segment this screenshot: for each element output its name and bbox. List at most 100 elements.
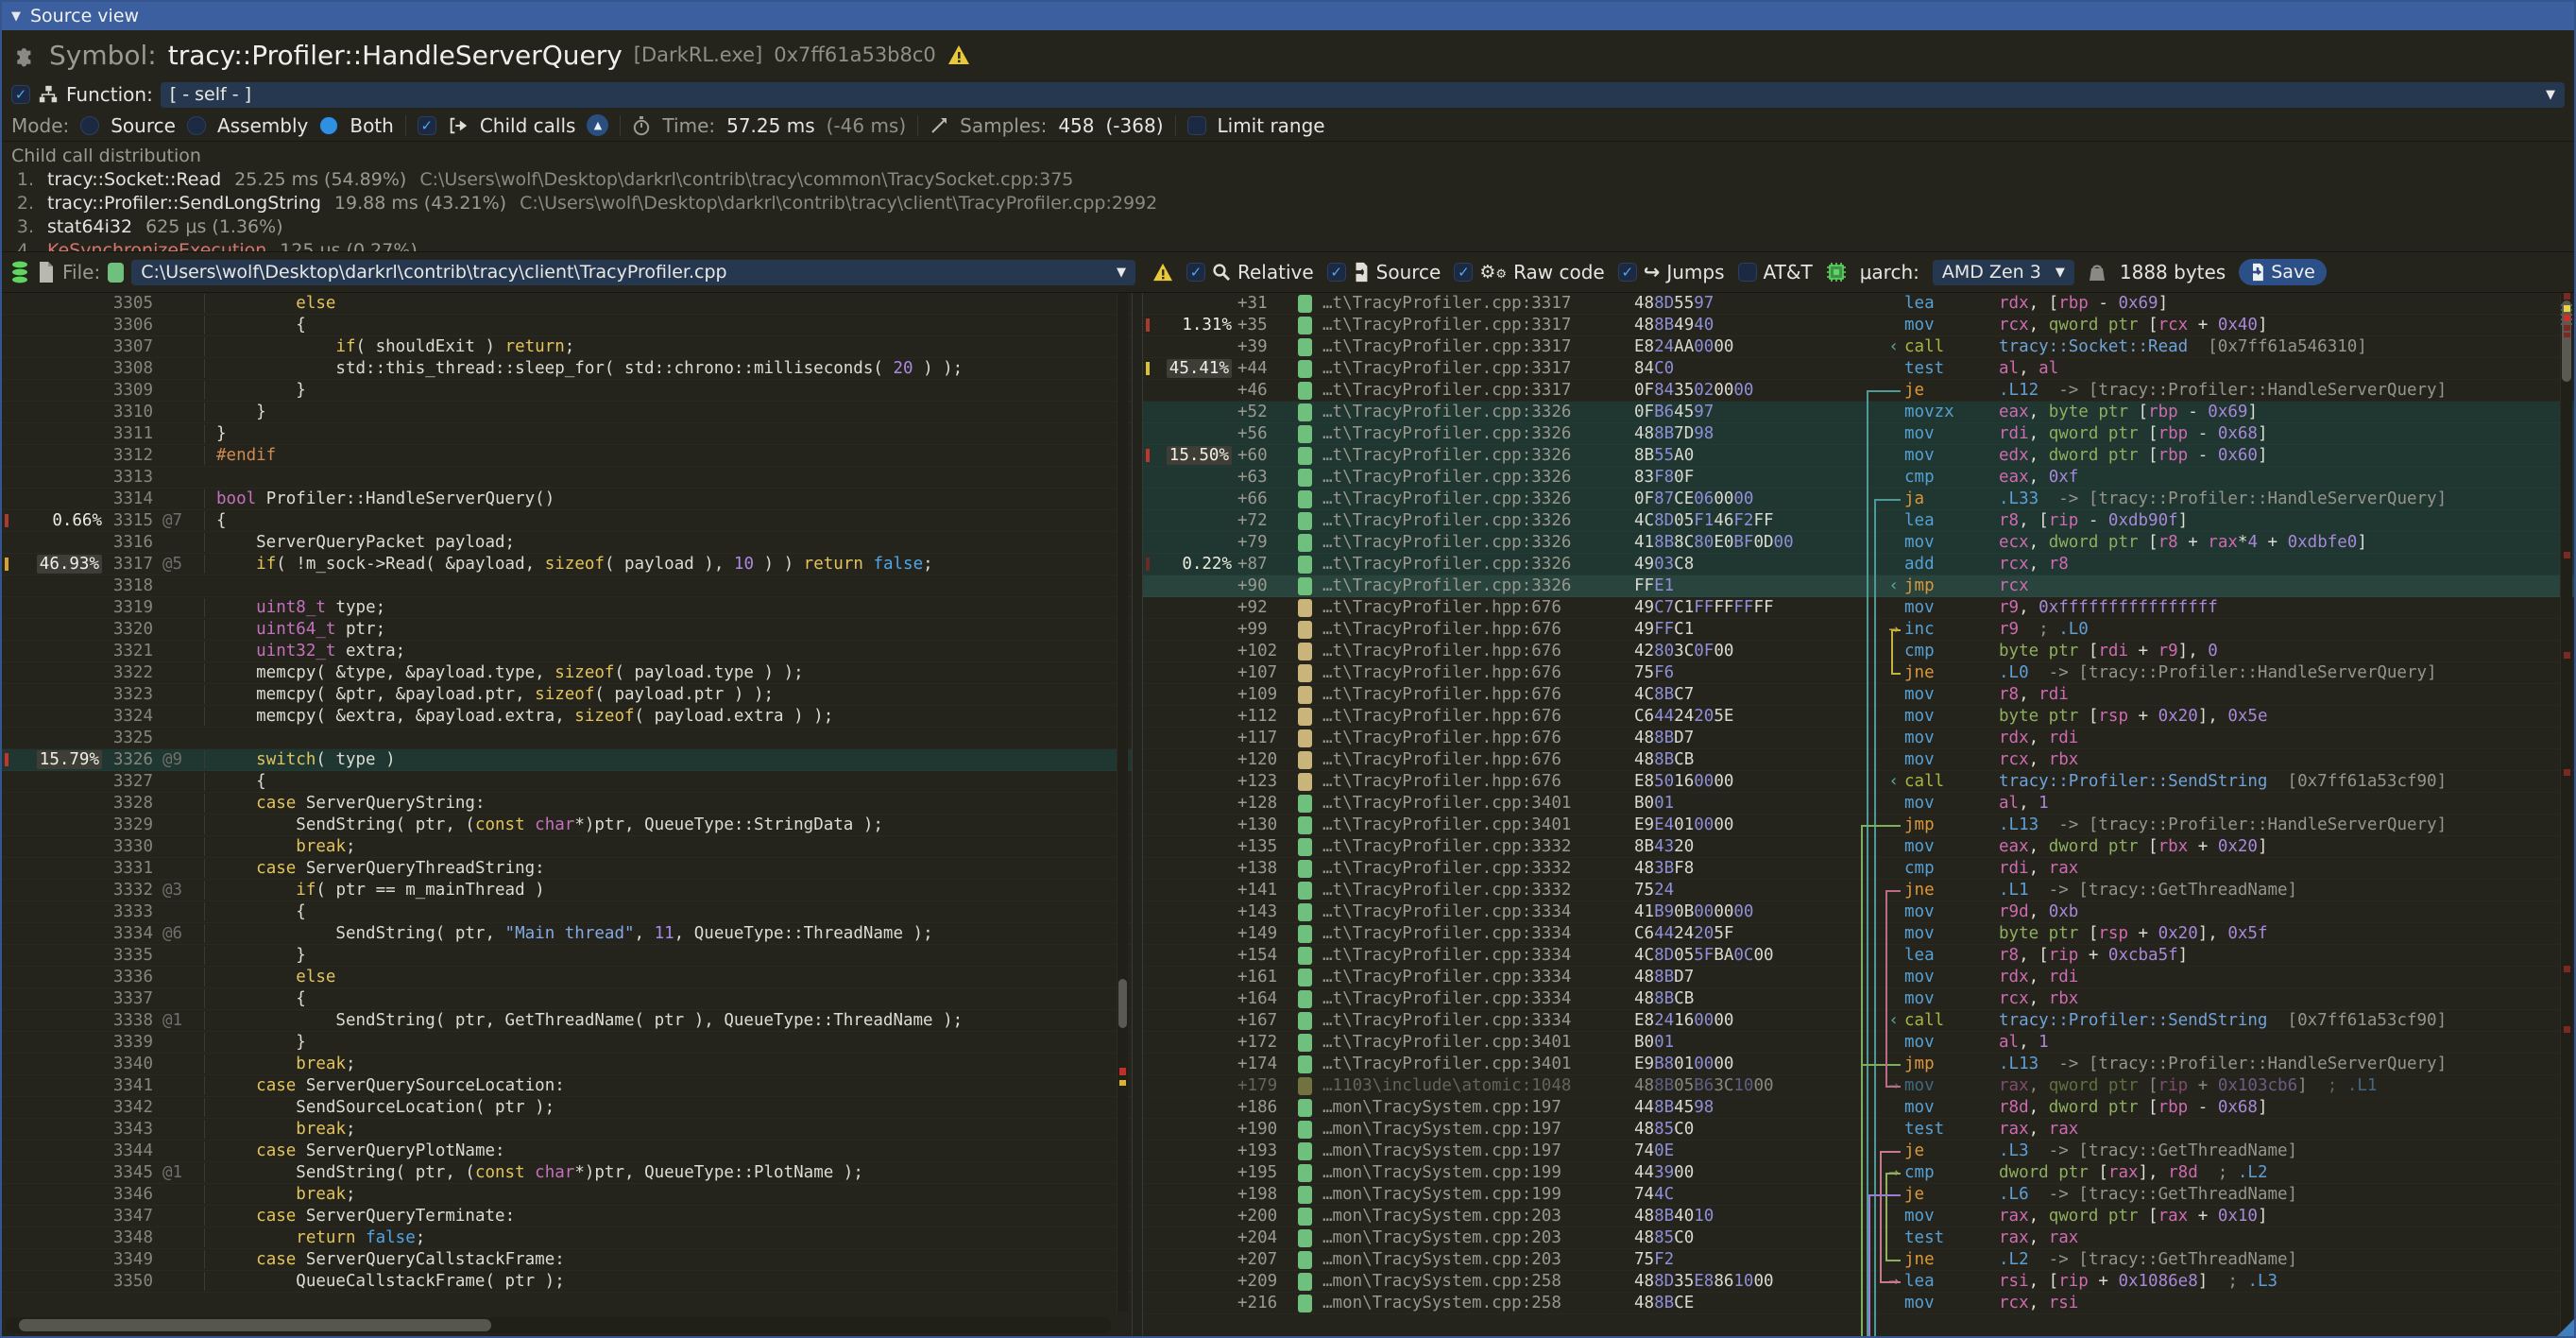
source-line-row[interactable]: 3313 [2, 467, 1132, 489]
asm-row[interactable]: +109 …t\TracyProfiler.hpp:676 4C8BC7 mov r8,… [1143, 684, 2574, 706]
relative-checkbox[interactable]: ✓ [1186, 263, 1205, 282]
source-line-row[interactable]: 3333 { [2, 901, 1132, 923]
resize-grip[interactable] [2557, 1319, 2574, 1336]
asm-row[interactable]: +56 …t\TracyProfiler.cpp:3326 488B7D98 mov r… [1143, 423, 2574, 445]
source-line-row[interactable]: 3316 ServerQueryPacket payload; [2, 532, 1132, 554]
asm-row[interactable]: 15.50% +60 …t\TracyProfiler.cpp:3326 8B55A0… [1143, 445, 2574, 467]
source-line-row[interactable]: 3349 case ServerQueryCallstackFrame: [2, 1249, 1132, 1271]
mode-radio-assembly[interactable] [186, 115, 206, 135]
source-line-row[interactable]: 3327 { [2, 771, 1132, 793]
asm-row[interactable]: +204 …mon\TracySystem.cpp:203 4885C0 test ra… [1143, 1227, 2574, 1249]
source-line-row[interactable]: 3340 break; [2, 1054, 1132, 1075]
asm-row[interactable]: +102 …t\TracyProfiler.hpp:676 42803C0F00 cm… [1143, 641, 2574, 662]
asm-row[interactable]: +186 …mon\TracySystem.cpp:197 448B4598 mov r… [1143, 1097, 2574, 1119]
child-call-entry[interactable]: 3. stat64i32 625 μs (1.36%) [16, 216, 283, 237]
asm-row[interactable]: +90 …t\TracyProfiler.cpp:3326 FFE1 ‹ jmp rcx [1143, 575, 2574, 597]
asm-row[interactable]: +172 …t\TracyProfiler.cpp:3401 B001 mov al, … [1143, 1032, 2574, 1054]
source-line-row[interactable]: 3320 uint64_t ptr; [2, 619, 1132, 641]
asm-row[interactable]: +154 …t\TracyProfiler.cpp:3334 4C8D055FBA0… [1143, 945, 2574, 967]
asm-row[interactable]: +193 …mon\TracySystem.cpp:197 740E je .L3 ->… [1143, 1141, 2574, 1162]
source-line-row[interactable]: 3322 memcpy( &type, &payload.type, sizeo… [2, 662, 1132, 684]
asm-row[interactable]: +135 …t\TracyProfiler.cpp:3332 8B4320 mov ea… [1143, 836, 2574, 858]
source-line-row[interactable]: 3345 @1 SendString( ptr, (const char*)ptr… [2, 1162, 1132, 1184]
asm-row[interactable]: +63 …t\TracyProfiler.cpp:3326 83F80F cmp eax… [1143, 467, 2574, 489]
source-line-row[interactable]: 3325 [2, 728, 1132, 749]
asm-row[interactable]: +130 …t\TracyProfiler.cpp:3401 E9E4010000 j… [1143, 815, 2574, 836]
asm-row[interactable]: +167 …t\TracyProfiler.cpp:3334 E824160000 ‹… [1143, 1010, 2574, 1032]
asm-row[interactable]: +92 …t\TracyProfiler.hpp:676 49C7C1FFFFFFF… [1143, 597, 2574, 619]
function-select[interactable]: [ - self - ] ▼ [160, 81, 2565, 108]
asm-row[interactable]: +107 …t\TracyProfiler.hpp:676 75F6 jne .L0 -… [1143, 662, 2574, 684]
asm-row[interactable]: +39 …t\TracyProfiler.cpp:3317 E824AA0000 ‹ c… [1143, 336, 2574, 358]
source-line-row[interactable]: 3330 break; [2, 836, 1132, 858]
asm-row[interactable]: +195 …mon\TracySystem.cpp:199 443900 → cmp dw… [1143, 1162, 2574, 1184]
source-line-row[interactable]: 3310 } [2, 402, 1132, 423]
asm-row[interactable]: +79 …t\TracyProfiler.cpp:3326 418B8C80E0BF… [1143, 532, 2574, 554]
asm-row[interactable]: +52 …t\TracyProfiler.cpp:3326 0FB64597 movz… [1143, 402, 2574, 423]
source-line-row[interactable]: 3311} [2, 423, 1132, 445]
source-line-row[interactable]: 15.79% 3326 @9 switch( type ) [2, 749, 1132, 771]
source-line-row[interactable]: 3346 break; [2, 1184, 1132, 1206]
source-line-row[interactable]: 3324 memcpy( &extra, &payload.extra, siz… [2, 706, 1132, 728]
source-line-row[interactable]: 3347 case ServerQueryTerminate: [2, 1206, 1132, 1227]
assembly-pane[interactable]: +31 …t\TracyProfiler.cpp:3317 488D5597 lea r… [1143, 293, 2574, 1336]
source-line-row[interactable]: 3342 SendSourceLocation( ptr ); [2, 1097, 1132, 1119]
asm-row[interactable]: +66 …t\TracyProfiler.cpp:3326 0F87CE060000… [1143, 489, 2574, 510]
assembly-vertical-scrollbar[interactable] [2560, 293, 2572, 1334]
source-line-row[interactable]: 3331 case ServerQueryThreadString: [2, 858, 1132, 880]
source-line-row[interactable]: 3308 std::this_thread::sleep_for( std::c… [2, 358, 1132, 380]
source-vertical-scrollbar[interactable] [1117, 293, 1128, 1312]
raw-code-checkbox[interactable]: ✓ [1454, 263, 1474, 282]
asm-row[interactable]: +207 …mon\TracySystem.cpp:203 75F2 jne .L2 -… [1143, 1249, 2574, 1271]
source-line-row[interactable]: 3323 memcpy( &ptr, &payload.ptr, sizeof(… [2, 684, 1132, 706]
child-call-entry[interactable]: 1. tracy::Socket::Read 25.25 ms (54.89%) C:… [16, 169, 1074, 190]
source-pane[interactable]: 3305 else 3306 {3307 if( shouldExit ) ret… [2, 293, 1132, 1336]
asm-row[interactable]: +117 …t\TracyProfiler.hpp:676 488BD7 mov rdx… [1143, 728, 2574, 749]
asm-row[interactable]: +46 …t\TracyProfiler.cpp:3317 0F8435020000… [1143, 380, 2574, 402]
asm-row[interactable]: 1.31% +35 …t\TracyProfiler.cpp:3317 488B494… [1143, 315, 2574, 336]
asm-row[interactable]: +123 …t\TracyProfiler.hpp:676 E850160000 ‹ c… [1143, 771, 2574, 793]
att-checkbox[interactable] [1737, 263, 1757, 282]
source-line-row[interactable]: 3343 break; [2, 1119, 1132, 1141]
function-checkbox[interactable]: ✓ [11, 85, 30, 104]
child-call-entry[interactable]: 4. KeSynchronizeExecution 125 μs (0.27%) [16, 240, 418, 251]
source-line-row[interactable]: 3318 [2, 575, 1132, 597]
source-line-row[interactable]: 3312 #endif [2, 445, 1132, 467]
source-line-row[interactable]: 3328 case ServerQueryString: [2, 793, 1132, 815]
asm-row[interactable]: +216 …mon\TracySystem.cpp:258 488BCE mov rcx… [1143, 1293, 2574, 1314]
asm-row[interactable]: +200 …mon\TracySystem.cpp:203 488B4010 mov r… [1143, 1206, 2574, 1227]
mode-radio-source[interactable] [80, 115, 100, 135]
source-line-row[interactable]: 3336 else [2, 967, 1132, 988]
asm-row[interactable]: +161 …t\TracyProfiler.cpp:3334 488BD7 mov rd… [1143, 967, 2574, 988]
source-line-row[interactable]: 3319 uint8_t type; [2, 597, 1132, 619]
source-line-row[interactable]: 3329 SendString( ptr, (const char*)ptr, … [2, 815, 1132, 836]
mode-radio-both[interactable] [319, 115, 339, 135]
source-line-row[interactable]: 3305 else [2, 293, 1132, 315]
jumps-checkbox[interactable]: ✓ [1617, 263, 1637, 282]
source-line-row[interactable]: 3314 bool Profiler::HandleServerQuery() [2, 489, 1132, 510]
source-line-row[interactable]: 3307 if( shouldExit ) return; [2, 336, 1132, 358]
source-line-row[interactable]: 46.93% 3317 @5 if( !m_sock->Read( &payload… [2, 554, 1132, 575]
source-line-row[interactable]: 0.66% 3315 @7{ [2, 510, 1132, 532]
source-line-row[interactable]: 3335 } [2, 945, 1132, 967]
asm-row[interactable]: +128 …t\TracyProfiler.cpp:3401 B001 mov al, … [1143, 793, 2574, 815]
child-call-entry[interactable]: 2. tracy::Profiler::SendLongString 19.88 m… [16, 193, 1158, 214]
asm-row[interactable]: +99 …t\TracyProfiler.hpp:676 49FFC1 → inc r9 … [1143, 619, 2574, 641]
source-line-row[interactable]: 3338 @1 SendString( ptr, GetThreadName( p… [2, 1010, 1132, 1032]
source-checkbox[interactable]: ✓ [1326, 263, 1346, 282]
source-horizontal-scrollbar[interactable] [6, 1317, 1111, 1333]
pane-divider[interactable] [1132, 293, 1143, 1336]
file-select[interactable]: C:\Users\wolf\Desktop\darkrl\contrib\tra… [131, 259, 1135, 285]
source-line-row[interactable]: 3350 QueueCallstackFrame( ptr ); [2, 1271, 1132, 1293]
uarch-select[interactable]: AMD Zen 3 ▼ [1932, 259, 2074, 285]
asm-row[interactable]: 45.41% +44 …t\TracyProfiler.cpp:3317 84C0 te… [1143, 358, 2574, 380]
asm-row[interactable]: +149 …t\TracyProfiler.cpp:3334 C64424205F m… [1143, 923, 2574, 945]
asm-row[interactable]: +190 …mon\TracySystem.cpp:197 4885C0 test ra… [1143, 1119, 2574, 1141]
asm-row[interactable]: +112 …t\TracyProfiler.hpp:676 C64424205E mo… [1143, 706, 2574, 728]
window-titlebar[interactable]: ▼ Source view [2, 2, 2574, 30]
asm-row[interactable]: +141 …t\TracyProfiler.cpp:3332 7524 jne .L1 … [1143, 880, 2574, 901]
child-calls-checkbox[interactable]: ✓ [417, 115, 436, 135]
save-button[interactable]: Save [2239, 259, 2327, 285]
source-line-row[interactable]: 3332 @3 if( ptr == m_mainThread ) [2, 880, 1132, 901]
asm-row[interactable]: +31 …t\TracyProfiler.cpp:3317 488D5597 lea r… [1143, 293, 2574, 315]
